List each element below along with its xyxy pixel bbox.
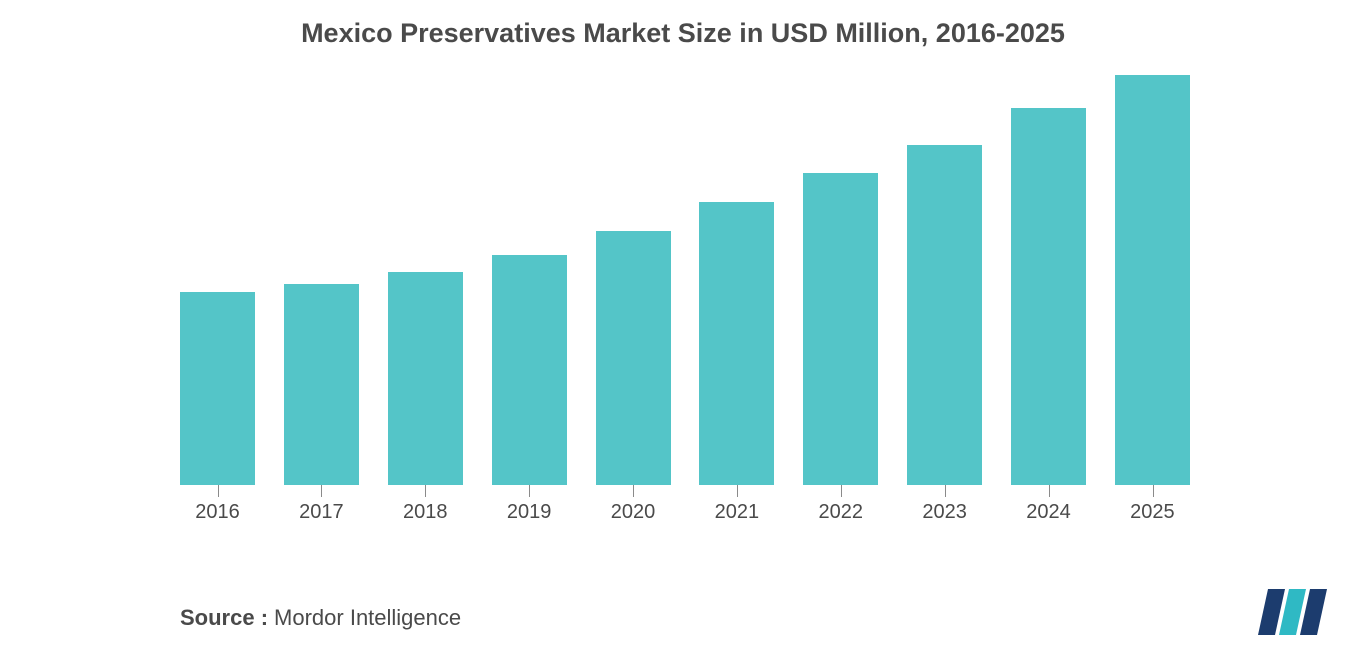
source-line: Source : Mordor Intelligence — [180, 605, 461, 631]
chart-title: Mexico Preservatives Market Size in USD … — [0, 18, 1366, 49]
bar — [699, 202, 774, 485]
bar-series — [180, 75, 1190, 485]
x-axis-label: 2019 — [492, 485, 567, 524]
x-axis-label: 2023 — [907, 485, 982, 524]
source-label: Source : — [180, 605, 268, 631]
mordor-logo-icon — [1258, 589, 1336, 640]
bar — [907, 145, 982, 485]
x-axis-label: 2024 — [1011, 485, 1086, 524]
bar — [803, 173, 878, 485]
plot-area — [180, 75, 1190, 485]
chart-container: Mexico Preservatives Market Size in USD … — [0, 0, 1366, 655]
source-name: Mordor Intelligence — [274, 605, 461, 631]
x-axis-label: 2025 — [1115, 485, 1190, 524]
x-axis-label: 2021 — [699, 485, 774, 524]
bar — [492, 255, 567, 485]
x-axis-labels: 2016 2017 2018 2019 2020 2021 2022 2023 2024 2025 — [180, 485, 1190, 524]
x-axis-label: 2022 — [803, 485, 878, 524]
x-axis-label: 2018 — [388, 485, 463, 524]
bar — [388, 272, 463, 485]
bar — [1115, 75, 1190, 485]
x-axis-label: 2016 — [180, 485, 255, 524]
x-axis-label: 2017 — [284, 485, 359, 524]
bar — [284, 284, 359, 485]
bar — [596, 231, 671, 485]
bar — [180, 292, 255, 485]
bar — [1011, 108, 1086, 485]
x-axis-label: 2020 — [596, 485, 671, 524]
